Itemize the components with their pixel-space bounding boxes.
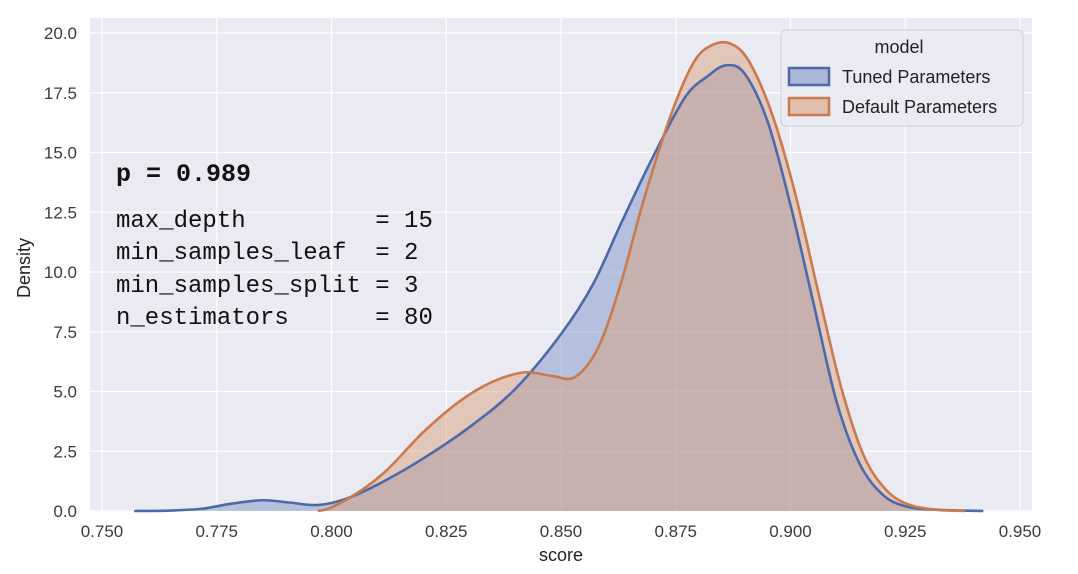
y-tick-label: 15.0 [44, 144, 77, 163]
line-tuned [134, 63, 984, 513]
annotation-box: p = 0.989 max_depth = 15 min_samples_lea… [116, 160, 433, 332]
legend-label-default: Default Parameters [842, 97, 997, 117]
y-tick-labels: 0.0 2.5 5.0 7.5 10.0 12.5 15.0 17.5 20.0 [44, 24, 77, 521]
y-tick-label: 10.0 [44, 263, 77, 282]
param-min-samples-leaf: min_samples_leaf = 2 [116, 240, 418, 267]
param-max-depth: max_depth = 15 [116, 208, 433, 235]
x-tick-label: 0.750 [81, 522, 124, 541]
area-default [317, 42, 965, 512]
legend-title: model [874, 37, 923, 57]
legend-swatch-default [787, 96, 831, 117]
y-axis-label: Density [14, 238, 34, 298]
x-tick-label: 0.850 [540, 522, 583, 541]
x-tick-label: 0.775 [195, 522, 238, 541]
param-min-samples-split: min_samples_split = 3 [116, 273, 418, 300]
p-value-text: p = 0.989 [116, 160, 251, 189]
x-tick-label: 0.900 [769, 522, 812, 541]
y-tick-label: 17.5 [44, 84, 77, 103]
legend-swatch-tuned [787, 66, 831, 87]
line-default [317, 40, 965, 513]
param-n-estimators: n_estimators = 80 [116, 305, 433, 332]
y-tick-label: 0.0 [53, 502, 77, 521]
x-tick-label: 0.925 [884, 522, 927, 541]
x-tick-label: 0.950 [999, 522, 1042, 541]
y-tick-label: 5.0 [53, 383, 77, 402]
y-tick-label: 7.5 [53, 323, 77, 342]
series-layer [134, 40, 984, 513]
x-axis-label: score [539, 545, 583, 565]
legend-frame [780, 29, 1024, 127]
legend-label-tuned: Tuned Parameters [842, 67, 990, 87]
y-tick-label: 2.5 [53, 442, 77, 461]
x-tick-label: 0.875 [654, 522, 697, 541]
legend: model Tuned Parameters Default Parameter… [780, 29, 1024, 127]
y-tick-label: 20.0 [44, 24, 77, 43]
x-tick-label: 0.825 [425, 522, 468, 541]
y-tick-label: 12.5 [44, 203, 77, 222]
x-tick-label: 0.800 [310, 522, 353, 541]
x-tick-labels: 0.750 0.775 0.800 0.825 0.850 0.875 0.900 0.925… [81, 522, 1042, 541]
